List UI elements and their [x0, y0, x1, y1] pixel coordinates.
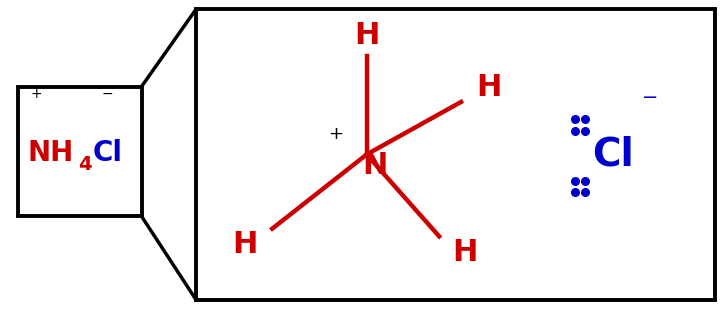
Text: Cl: Cl [592, 136, 635, 173]
Text: H: H [452, 238, 477, 267]
Bar [18, 87, 142, 216]
Text: H: H [476, 73, 501, 102]
Text: 4: 4 [78, 155, 92, 174]
Text: N: N [363, 151, 388, 180]
Text: Cl: Cl [92, 139, 122, 167]
Text: −: − [642, 88, 658, 107]
Bar [196, 9, 715, 300]
Text: H: H [354, 21, 379, 50]
Text: −: − [102, 87, 113, 101]
Text: NH: NH [28, 139, 74, 167]
Text: +: + [30, 87, 42, 101]
Text: +: + [328, 125, 343, 143]
Text: H: H [232, 230, 257, 259]
